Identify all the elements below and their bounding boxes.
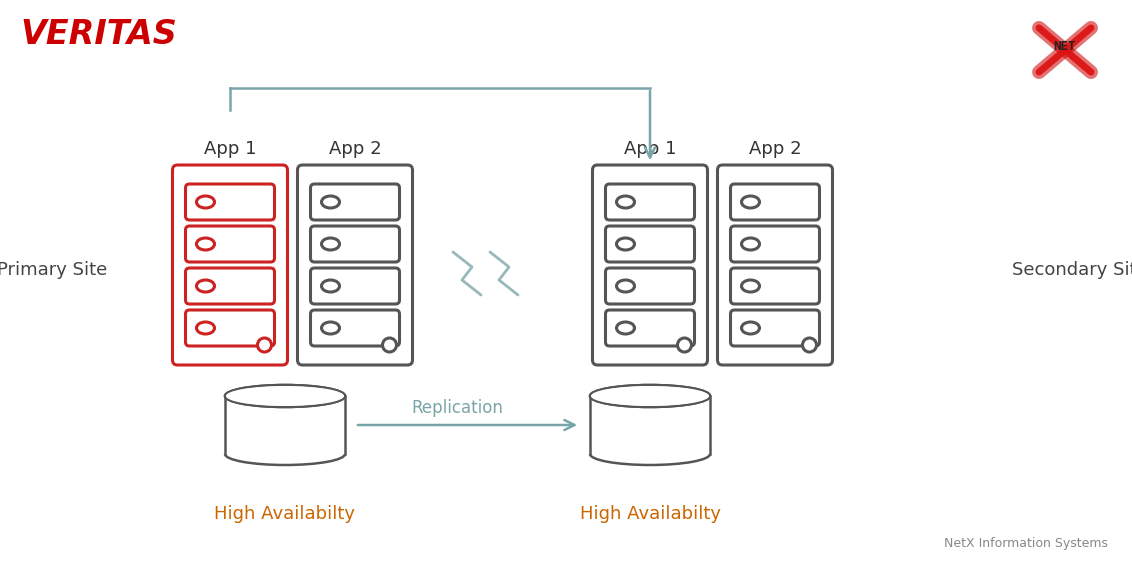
Ellipse shape: [197, 280, 214, 292]
Text: NET: NET: [1053, 41, 1075, 54]
FancyBboxPatch shape: [718, 165, 832, 365]
Ellipse shape: [197, 196, 214, 208]
Text: VERITAS: VERITAS: [20, 18, 177, 51]
Ellipse shape: [321, 238, 340, 250]
FancyBboxPatch shape: [172, 165, 288, 365]
Ellipse shape: [617, 280, 635, 292]
Circle shape: [257, 338, 272, 352]
Text: Secondary Site: Secondary Site: [1012, 261, 1132, 279]
Text: High Availabilty: High Availabilty: [580, 505, 720, 523]
Bar: [225, 396, 345, 454]
FancyBboxPatch shape: [186, 226, 274, 262]
FancyBboxPatch shape: [730, 310, 820, 346]
Ellipse shape: [590, 385, 710, 407]
FancyBboxPatch shape: [592, 165, 708, 365]
Text: Replication: Replication: [412, 399, 504, 417]
FancyBboxPatch shape: [606, 226, 695, 262]
FancyBboxPatch shape: [310, 226, 400, 262]
FancyBboxPatch shape: [606, 310, 695, 346]
Text: NetX Information Systems: NetX Information Systems: [944, 537, 1108, 550]
Ellipse shape: [321, 196, 340, 208]
Bar: [590, 396, 710, 454]
FancyBboxPatch shape: [730, 226, 820, 262]
FancyBboxPatch shape: [606, 268, 695, 304]
Ellipse shape: [197, 322, 214, 334]
Ellipse shape: [226, 386, 344, 406]
Ellipse shape: [197, 238, 214, 250]
Circle shape: [677, 338, 692, 352]
Circle shape: [383, 338, 396, 352]
Text: High Availabilty: High Availabilty: [214, 505, 355, 523]
FancyBboxPatch shape: [310, 184, 400, 220]
Text: App 1: App 1: [204, 140, 256, 158]
FancyBboxPatch shape: [186, 310, 274, 346]
FancyBboxPatch shape: [606, 184, 695, 220]
Text: App 2: App 2: [748, 140, 801, 158]
Ellipse shape: [225, 385, 345, 407]
Ellipse shape: [741, 322, 760, 334]
FancyBboxPatch shape: [186, 268, 274, 304]
FancyBboxPatch shape: [310, 310, 400, 346]
Ellipse shape: [225, 385, 345, 407]
Ellipse shape: [591, 386, 709, 406]
Ellipse shape: [741, 280, 760, 292]
Text: Primary Site: Primary Site: [0, 261, 108, 279]
Text: App 2: App 2: [328, 140, 381, 158]
Circle shape: [803, 338, 816, 352]
Ellipse shape: [741, 238, 760, 250]
FancyBboxPatch shape: [730, 268, 820, 304]
Ellipse shape: [590, 385, 710, 407]
Ellipse shape: [617, 238, 635, 250]
Ellipse shape: [617, 322, 635, 334]
Ellipse shape: [741, 196, 760, 208]
Ellipse shape: [321, 322, 340, 334]
FancyBboxPatch shape: [730, 184, 820, 220]
Text: App 1: App 1: [624, 140, 676, 158]
Ellipse shape: [321, 280, 340, 292]
FancyBboxPatch shape: [186, 184, 274, 220]
FancyBboxPatch shape: [298, 165, 412, 365]
FancyBboxPatch shape: [310, 268, 400, 304]
Ellipse shape: [617, 196, 635, 208]
